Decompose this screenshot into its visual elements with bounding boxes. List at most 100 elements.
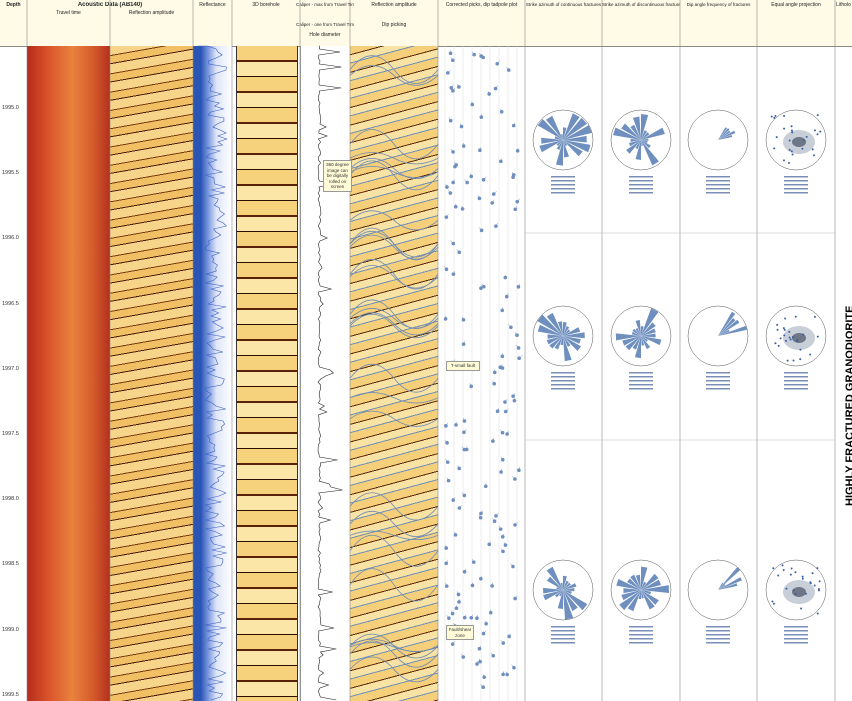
depth-label: 1997.0 [2, 365, 19, 372]
tadpole-tail [478, 658, 481, 662]
rose-petal [632, 336, 641, 350]
pole [801, 575, 804, 578]
pole [792, 359, 795, 362]
tadpole-tail [492, 380, 495, 384]
stat-line [706, 642, 730, 644]
stat-line [629, 380, 653, 382]
stat-line [784, 188, 808, 190]
rose-petal [563, 336, 582, 351]
rose-petal [626, 140, 641, 154]
rose-petal [613, 127, 641, 140]
tadpole-tail [479, 514, 481, 518]
stat-line [706, 634, 730, 636]
pole [812, 154, 815, 157]
tadpole-tail [470, 173, 472, 177]
rose-petal [563, 140, 591, 153]
rose-petal [563, 117, 588, 140]
pole [794, 315, 797, 318]
rose-circle [765, 559, 827, 621]
pole [773, 147, 776, 150]
tadpole-tail [500, 158, 503, 162]
pole [818, 580, 821, 583]
stat-line [629, 634, 653, 636]
depth-header: Depth [6, 2, 21, 8]
tadpole-tail [491, 582, 493, 586]
tadpole [457, 466, 462, 471]
stat-line [784, 634, 808, 636]
tadpole-tail [479, 645, 481, 649]
rose-circle [532, 305, 594, 367]
pole [772, 567, 775, 570]
tadpole-tail [500, 429, 503, 433]
tadpole-tail [461, 205, 463, 209]
dip-petal [718, 135, 733, 140]
tadpole [517, 468, 521, 473]
pole [816, 133, 819, 136]
dip-petal [718, 567, 741, 590]
borehole-track [236, 46, 298, 701]
depth-label: 1996.5 [2, 300, 19, 307]
tadpole-tail [483, 176, 487, 180]
tadpole [450, 611, 455, 616]
tadpole-tail [514, 595, 518, 599]
tadpole [488, 610, 493, 615]
pole [799, 348, 802, 351]
reflectance-header: Reflectance [199, 2, 226, 8]
fracture-sinusoid [349, 265, 439, 289]
fracture-sinusoid [349, 640, 439, 668]
tadpole-tail [464, 179, 468, 183]
rose-petal [563, 329, 571, 336]
tadpole-tail [471, 614, 473, 618]
rose-petal [631, 331, 641, 336]
rose-petal [546, 312, 563, 336]
rose-petal [559, 590, 563, 597]
stat-line [784, 380, 808, 382]
tadpole-tail [495, 222, 498, 227]
pole [779, 337, 782, 340]
rose-petal [641, 581, 647, 590]
stat-line [784, 626, 808, 628]
rose-petal [641, 138, 649, 141]
tadpole-tail [502, 671, 505, 675]
tadpole-tail [502, 533, 505, 537]
rose-petal [563, 140, 583, 157]
tadpole-tail [463, 417, 465, 422]
tadpole-tail [480, 510, 483, 514]
stat-line [784, 176, 808, 178]
tadpole-tail [493, 190, 497, 195]
pole [791, 131, 794, 134]
rose-petal [563, 580, 569, 590]
rose-petal [563, 127, 567, 140]
dip-petal [718, 325, 747, 336]
pole [785, 339, 788, 342]
rose-petal [641, 573, 659, 590]
stat-line [706, 188, 730, 190]
rose-petal [615, 333, 641, 341]
rose-petal [537, 118, 563, 140]
stat-line [551, 380, 575, 382]
tadpole [471, 560, 476, 564]
tadpole-tail [464, 568, 467, 572]
tadpole [451, 498, 456, 502]
rose-petal [641, 328, 656, 336]
pole [783, 328, 786, 331]
pole [787, 161, 790, 164]
stat-line [706, 388, 730, 390]
rose-petal [555, 140, 563, 166]
tadpole-tail [505, 66, 509, 71]
tadpole [461, 144, 466, 148]
stat-line [784, 384, 808, 386]
tadpole [461, 655, 466, 659]
tadpole-tail [514, 521, 519, 526]
dip-petal [718, 127, 728, 140]
rose-petal [622, 336, 641, 346]
stat-line [784, 638, 808, 640]
travel-time-header: Travel time [56, 10, 81, 16]
pole [785, 587, 788, 590]
pole [788, 139, 791, 142]
rose-petal [537, 324, 563, 336]
rose-petal [621, 590, 641, 601]
tadpole-tail [459, 504, 463, 509]
pole [788, 336, 791, 339]
